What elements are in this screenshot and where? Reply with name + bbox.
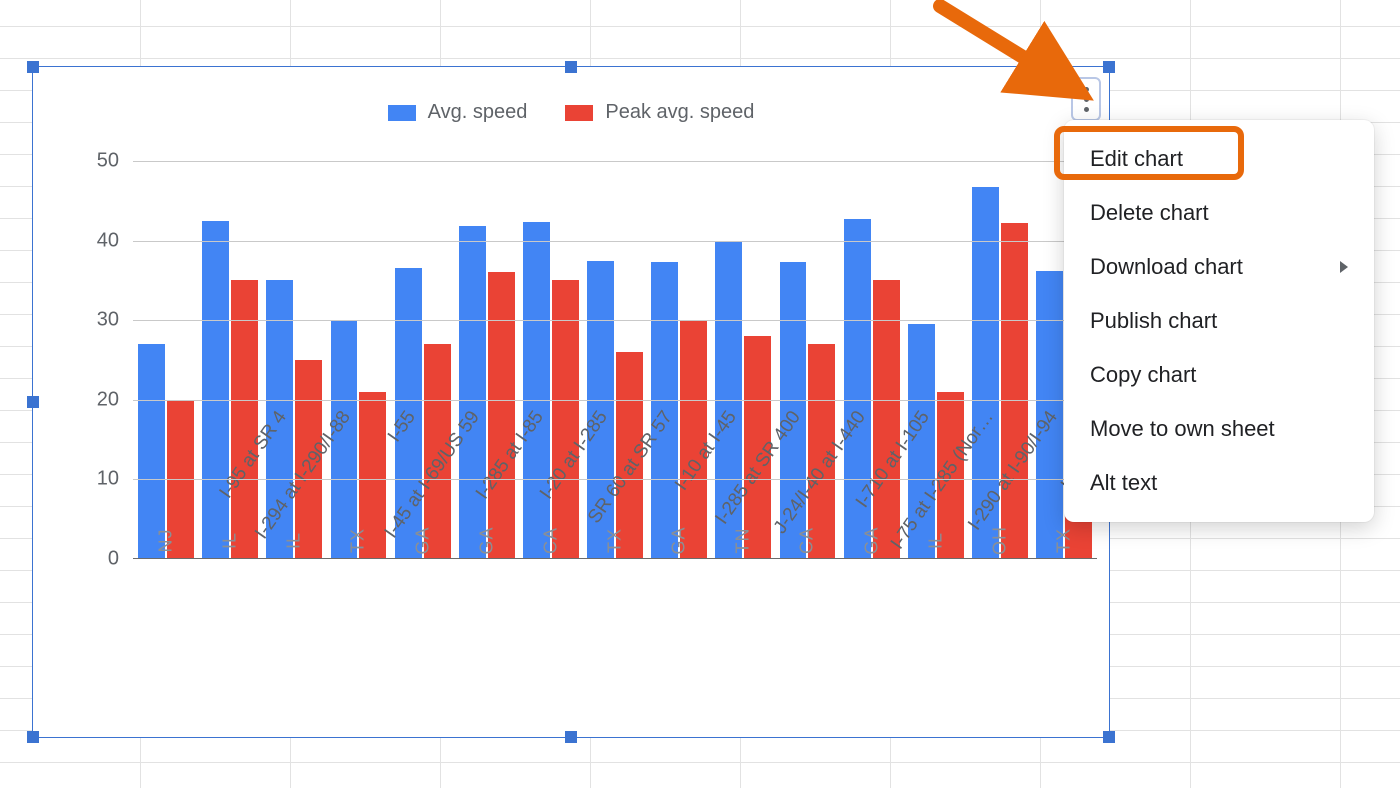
- menu-item-label: Publish chart: [1090, 308, 1217, 334]
- kebab-icon: [1084, 107, 1089, 112]
- y-tick-label: 50: [97, 150, 119, 173]
- y-tick-label: 10: [97, 468, 119, 491]
- menu-item-download-chart[interactable]: Download chart: [1064, 240, 1374, 294]
- menu-item-publish-chart[interactable]: Publish chart: [1064, 294, 1374, 348]
- chevron-right-icon: [1340, 261, 1348, 273]
- legend-label: Avg. speed: [428, 101, 528, 124]
- resize-handle[interactable]: [565, 61, 577, 73]
- bar-peak[interactable]: [552, 280, 579, 559]
- kebab-icon: [1084, 97, 1089, 102]
- menu-item-delete-chart[interactable]: Delete chart: [1064, 186, 1374, 240]
- chart-object[interactable]: Avg. speed Peak avg. speed NJILILTXGAGAC…: [32, 66, 1110, 738]
- resize-handle[interactable]: [27, 731, 39, 743]
- y-tick-label: 20: [97, 388, 119, 411]
- menu-item-label: Copy chart: [1090, 362, 1196, 388]
- chart-legend: Avg. speed Peak avg. speed: [33, 101, 1109, 124]
- resize-handle[interactable]: [1103, 61, 1115, 73]
- resize-handle[interactable]: [27, 61, 39, 73]
- bar-avg[interactable]: [138, 344, 165, 559]
- chart-options-button[interactable]: [1071, 77, 1101, 121]
- gridline: [133, 241, 1097, 242]
- menu-item-label: Move to own sheet: [1090, 416, 1275, 442]
- menu-item-label: Download chart: [1090, 254, 1243, 280]
- kebab-icon: [1084, 87, 1089, 92]
- chart-context-menu: Edit chart Delete chart Download chart Publ…: [1064, 120, 1374, 522]
- menu-item-label: Delete chart: [1090, 200, 1209, 226]
- gridline: [133, 479, 1097, 480]
- menu-item-label: Alt text: [1090, 470, 1157, 496]
- menu-item-copy-chart[interactable]: Copy chart: [1064, 348, 1374, 402]
- bar-peak[interactable]: [1001, 223, 1028, 559]
- resize-handle[interactable]: [565, 731, 577, 743]
- resize-handle[interactable]: [27, 396, 39, 408]
- legend-label: Peak avg. speed: [605, 101, 754, 124]
- gridline: [133, 400, 1097, 401]
- bar-peak[interactable]: [488, 272, 515, 559]
- legend-item[interactable]: Peak avg. speed: [565, 101, 754, 124]
- bar-peak[interactable]: [873, 280, 900, 559]
- y-tick-label: 30: [97, 309, 119, 332]
- gridline: [133, 320, 1097, 321]
- menu-item-label: Edit chart: [1090, 146, 1183, 172]
- gridline: [133, 161, 1097, 162]
- legend-swatch: [388, 105, 416, 121]
- menu-item-alt-text[interactable]: Alt text: [1064, 456, 1374, 510]
- legend-swatch: [565, 105, 593, 121]
- bar-peak[interactable]: [231, 280, 258, 559]
- menu-item-move-to-own-sheet[interactable]: Move to own sheet: [1064, 402, 1374, 456]
- y-tick-label: 40: [97, 229, 119, 252]
- menu-item-edit-chart[interactable]: Edit chart: [1064, 132, 1374, 186]
- chart-plot-area[interactable]: NJILILTXGAGACATXGATNCAGAILOHTX I-95 at S…: [133, 161, 1097, 559]
- legend-item[interactable]: Avg. speed: [388, 101, 528, 124]
- y-tick-label: 0: [108, 548, 119, 571]
- resize-handle[interactable]: [1103, 731, 1115, 743]
